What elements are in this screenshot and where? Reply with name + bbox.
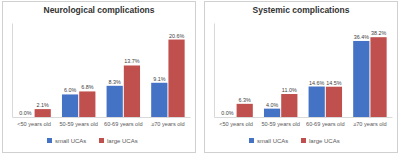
data-label: 0.0% [19,110,31,116]
legend-swatch [249,138,254,143]
data-label: 9.1% [153,76,165,82]
bar [264,109,280,117]
legend-item: large UCAs [99,138,138,144]
bar [79,91,95,117]
x-tick: <50 years old [219,117,253,127]
panel-frame [205,2,398,153]
legend: small UCAs large UCAs [249,138,340,144]
x-tick: 50-59 years old [261,117,300,127]
bar [281,94,297,117]
data-labels: 0.0% 4.0% 14.6% 36.4% 6.3% 11.0% 14.5% 38.2% [221,30,386,116]
data-label: 38.2% [371,30,386,36]
x-axis: <50 years old 50-59 years old 60-69 years … [215,117,393,127]
bar [124,65,140,117]
legend: small UCAs large UCAs [47,138,138,144]
legend-item: large UCAs [301,138,340,144]
panel: Systemic complications <50 years old 50-59… [205,2,398,153]
panel: Neurological complications <50 years old 5… [3,2,196,153]
legend-swatch [301,138,306,143]
x-tick-label: ≥70 years old [353,121,387,127]
y-axis [214,24,215,118]
x-axis-line [13,117,191,118]
x-axis: <50 years old 50-59 years old 60-69 years … [13,117,191,127]
data-label: 6.8% [81,84,93,90]
legend-label: large UCAs [309,138,340,144]
bar [151,83,167,117]
panel-frame [3,2,196,153]
bar [326,87,342,117]
x-tick: 60-69 years old [104,117,143,127]
y-axis-line [12,24,13,118]
legend-label: small UCAs [257,138,288,144]
data-label: 8.3% [109,79,121,85]
bar [370,37,386,117]
bar [168,40,184,117]
x-tick-label: ≥70 years old [151,121,185,127]
y-axis [12,24,13,118]
chart-svg: Neurological complications <50 years old 5… [0,0,400,154]
data-label: 6.0% [64,87,76,93]
x-tick: <50 years old [17,117,51,127]
chart-title: Systemic complications [253,5,350,15]
legend-swatch [99,138,104,143]
bar [237,104,253,117]
data-label: 20.6% [169,33,184,39]
x-tick-label: 60-69 years old [306,121,345,127]
legend-label: large UCAs [107,138,138,144]
bar [309,87,325,117]
data-label: 11.0% [282,87,297,93]
data-label: 36.4% [354,34,369,40]
x-tick: 50-59 years old [59,117,98,127]
bars [35,40,185,117]
chart-title: Neurological complications [44,5,155,15]
bar [353,41,369,117]
bar [35,109,51,117]
data-label: 0.0% [221,110,233,116]
data-label: 2.1% [37,102,49,108]
data-label: 14.6% [309,80,324,86]
bars [237,37,387,117]
bar [107,86,123,117]
bar [219,117,235,118]
y-axis-line [214,24,215,118]
data-label: 4.0% [266,102,278,108]
x-tick-label: 50-59 years old [59,121,98,127]
data-label: 13.7% [124,58,139,64]
x-tick-label: <50 years old [219,121,253,127]
data-labels: 0.0% 6.0% 8.3% 9.1% 2.1% 6.8% 13.7% 20.6% [19,33,184,116]
x-tick-label: 60-69 years old [104,121,143,127]
legend-item: small UCAs [47,138,86,144]
x-tick: ≥70 years old [353,117,387,127]
data-label: 14.5% [326,80,341,86]
legend-item: small UCAs [249,138,288,144]
x-tick: ≥70 years old [151,117,185,127]
x-axis-line [215,117,393,118]
chart-root: Neurological complications <50 years old 5… [0,0,400,154]
x-tick: 60-69 years old [306,117,345,127]
data-label: 6.3% [239,97,251,103]
bar [62,94,78,117]
legend-swatch [47,138,52,143]
x-tick-label: <50 years old [17,121,51,127]
bar [17,117,33,118]
legend-label: small UCAs [55,138,86,144]
x-tick-label: 50-59 years old [261,121,300,127]
